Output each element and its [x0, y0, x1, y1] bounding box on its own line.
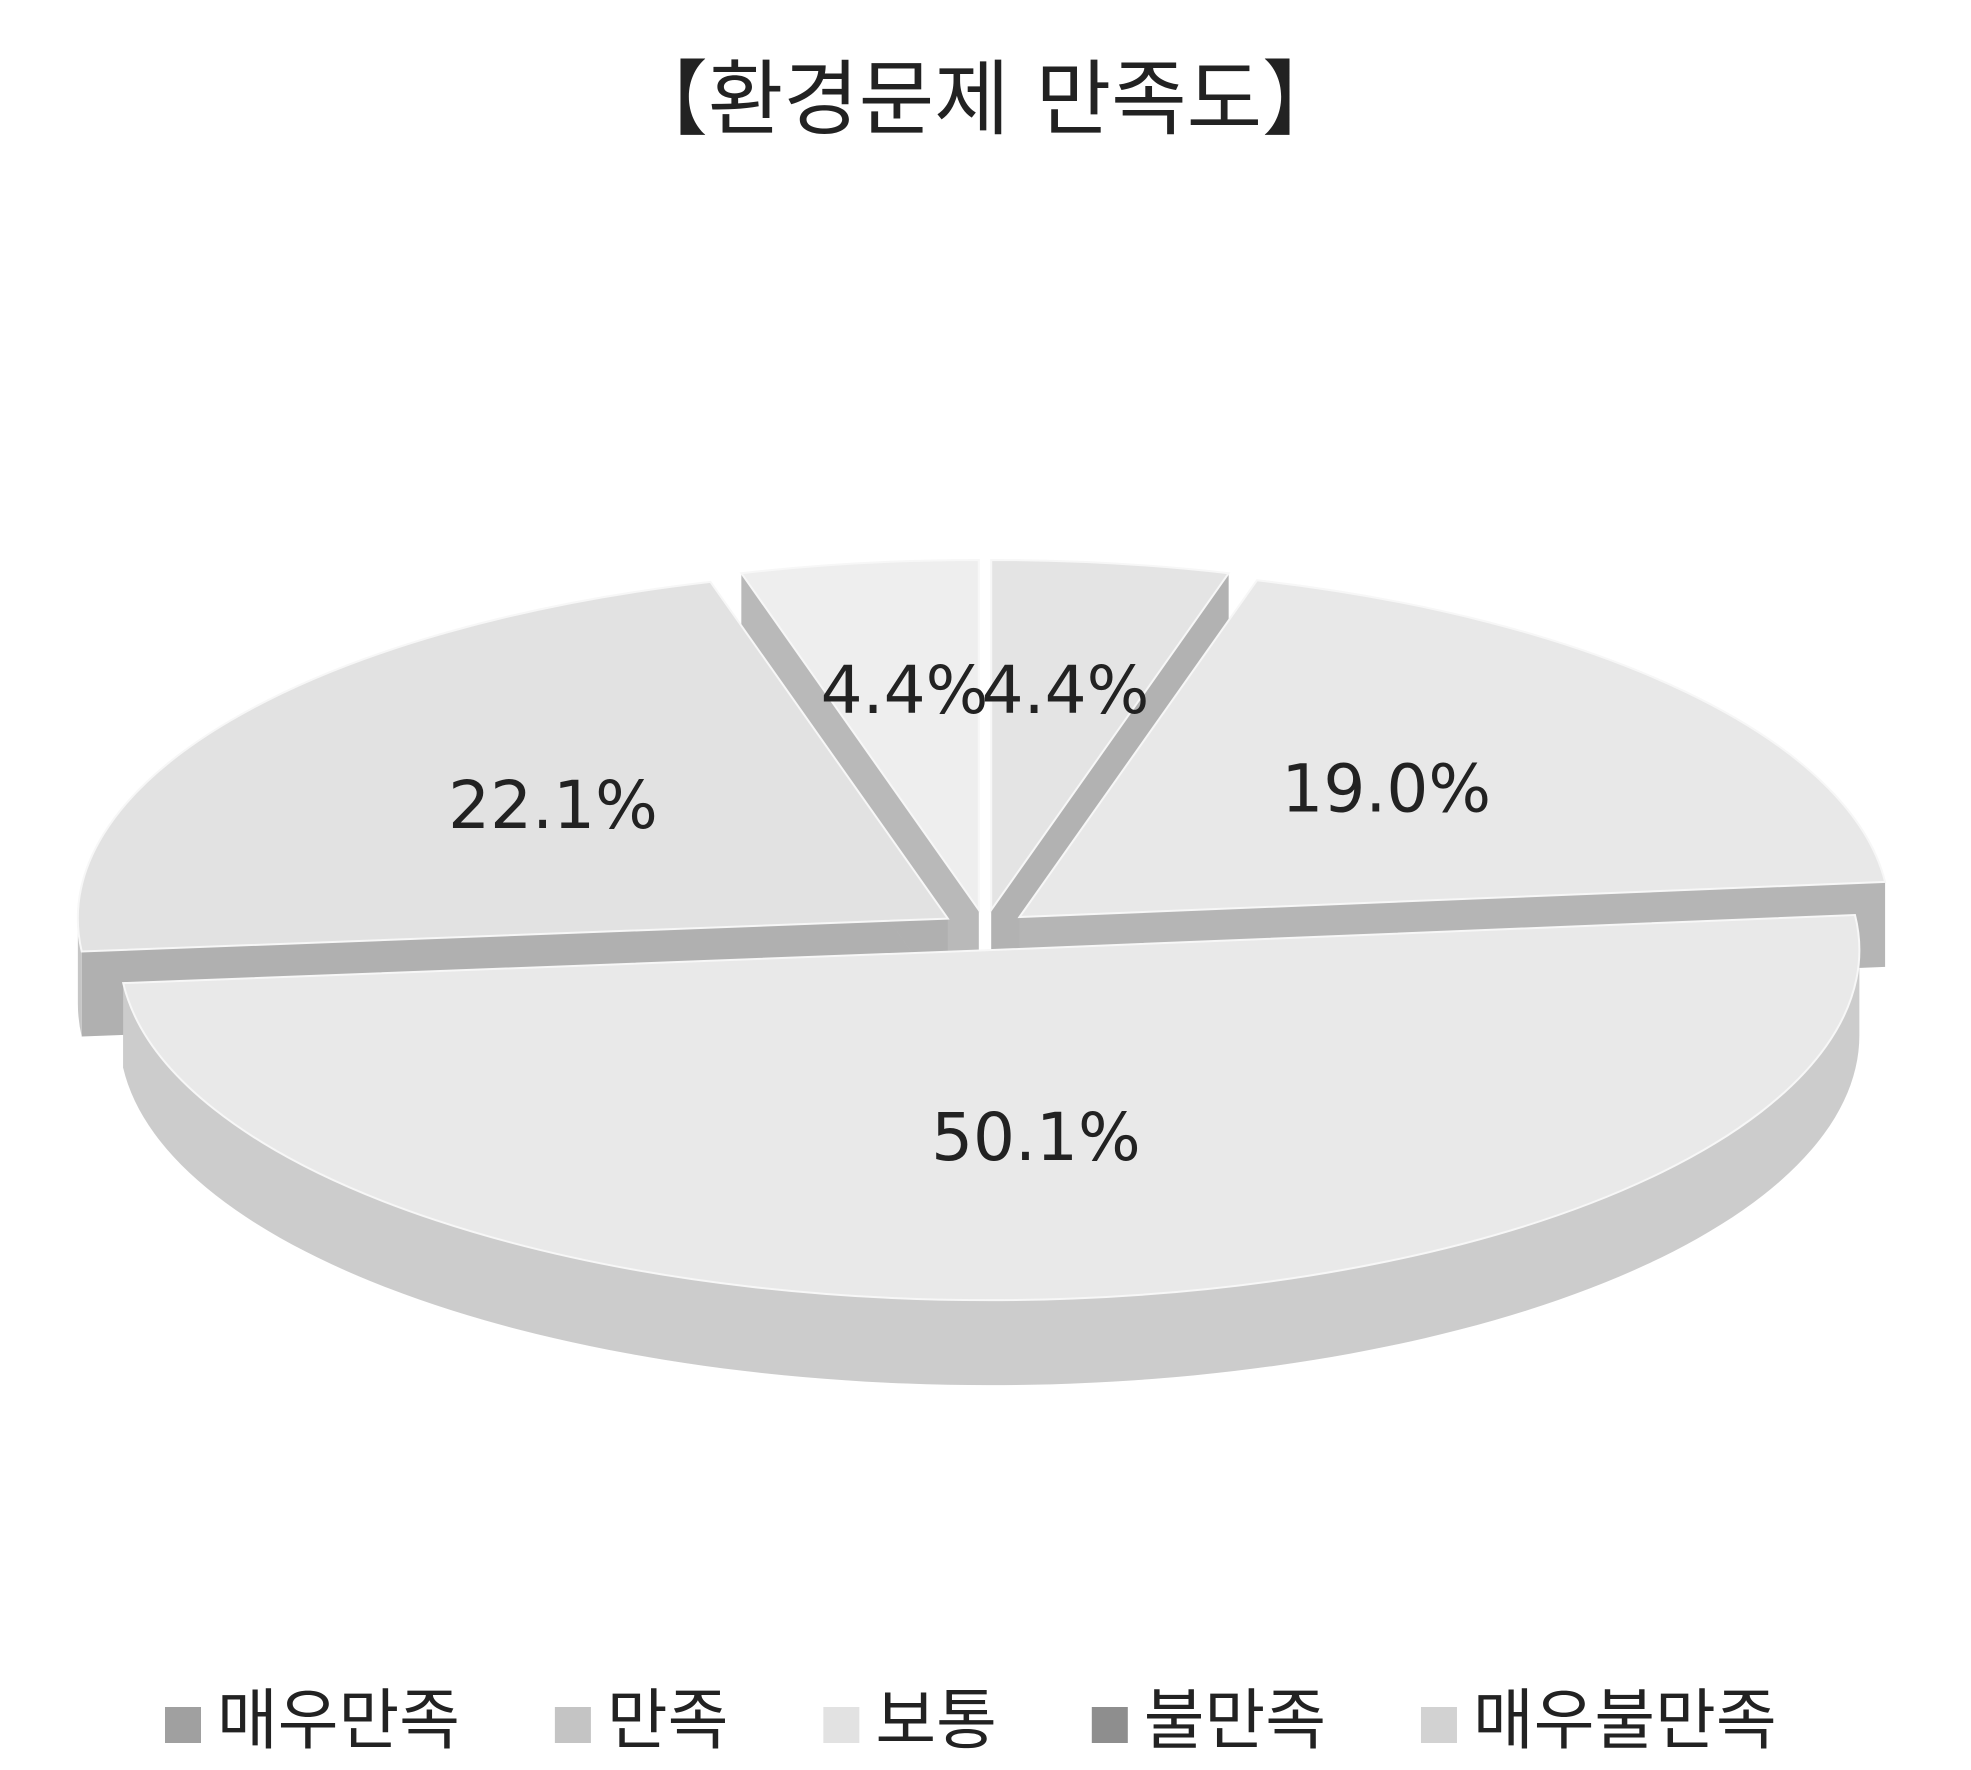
legend-swatch — [1420, 1707, 1457, 1743]
slice — [1017, 579, 1887, 919]
legend-swatch — [823, 1707, 860, 1743]
slice — [739, 558, 980, 914]
chart-title: 【환경문제 만족도】 — [626, 52, 1344, 147]
legend-label: 보통 — [875, 1682, 996, 1759]
legend-label: 불만족 — [1144, 1682, 1326, 1759]
slice — [76, 580, 950, 953]
legend-swatch — [165, 1707, 201, 1743]
data-label: 4.4% — [821, 652, 989, 729]
legend-swatch — [554, 1707, 591, 1743]
legend-label: 매우불만족 — [1473, 1682, 1777, 1759]
data-label: 50.1% — [931, 1099, 1141, 1176]
slice-wall — [123, 950, 1860, 1386]
slice — [121, 913, 1861, 1302]
data-label: 4.4% — [982, 652, 1150, 729]
data-label: 19.0% — [1281, 750, 1491, 827]
data-label: 22.1% — [448, 767, 658, 844]
legend-label: 매우만족 — [217, 1682, 460, 1759]
legend-label: 만족 — [607, 1682, 728, 1759]
legend-swatch — [1091, 1707, 1128, 1743]
slice-wall-shade — [123, 950, 1860, 1386]
slice — [990, 558, 1231, 914]
